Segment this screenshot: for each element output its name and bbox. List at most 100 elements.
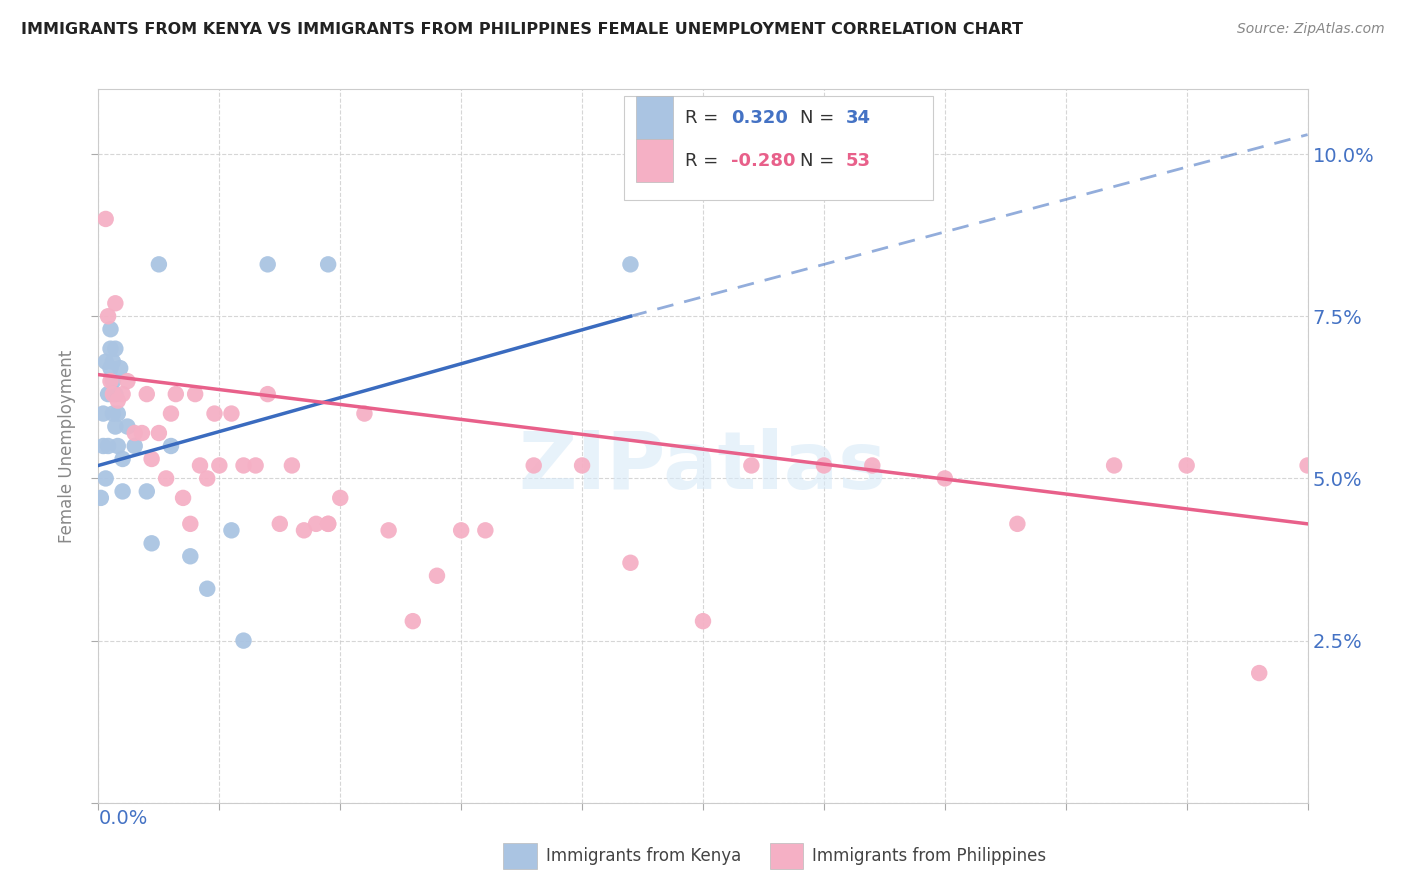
Point [571,458,593,473]
Point [165,387,187,401]
Point [117,374,139,388]
Text: Immigrants from Kenya: Immigrants from Kenya [546,847,741,865]
Point [124,439,146,453]
Point [111,452,134,467]
Point [94,211,117,226]
Point [813,458,835,473]
Point [474,524,496,538]
Point [195,582,218,596]
Point [1007,516,1029,531]
Point [523,458,546,473]
Point [256,387,278,401]
Point [281,458,304,473]
Point [1249,666,1271,681]
Point [100,322,122,336]
Point [1296,458,1319,473]
Point [450,524,472,538]
Point [97,387,120,401]
Point [101,407,124,421]
Y-axis label: Female Unemployment: Female Unemployment [58,350,76,542]
Point [141,536,163,550]
Text: Source: ZipAtlas.com: Source: ZipAtlas.com [1237,22,1385,37]
Text: 0.0%: 0.0% [98,808,148,828]
Point [232,633,254,648]
Point [124,425,146,440]
Point [94,354,117,368]
Point [1102,458,1125,473]
Point [101,387,124,401]
Point [1175,458,1198,473]
Point [100,374,122,388]
Point [94,471,117,485]
Point [740,458,762,473]
Point [160,439,183,453]
Text: N =: N = [800,152,839,169]
Point [179,549,201,564]
Point [111,484,134,499]
Point [135,484,157,499]
Bar [637,96,673,139]
Point [353,407,375,421]
Point [108,361,131,376]
Point [256,257,278,271]
Point [316,257,339,271]
Point [221,407,243,421]
Text: IMMIGRANTS FROM KENYA VS IMMIGRANTS FROM PHILIPPINES FEMALE UNEMPLOYMENT CORRELA: IMMIGRANTS FROM KENYA VS IMMIGRANTS FROM… [21,22,1024,37]
Point [101,354,124,368]
Point [135,387,157,401]
Point [111,387,134,401]
Point [208,458,231,473]
Point [305,516,328,531]
Point [329,491,352,505]
Point [269,516,291,531]
Point [172,491,194,505]
Point [402,614,425,628]
Point [619,257,641,271]
Point [221,524,243,538]
Point [101,374,124,388]
Text: -0.280: -0.280 [731,152,796,169]
Point [107,439,129,453]
Bar [503,844,537,869]
Point [148,257,170,271]
Point [692,614,714,628]
Text: Immigrants from Philippines: Immigrants from Philippines [811,847,1046,865]
Point [107,393,129,408]
Point [90,491,112,505]
Bar [769,844,803,869]
Point [934,471,956,485]
Point [97,439,120,453]
Point [131,425,153,440]
Point [155,471,177,485]
Text: 53: 53 [845,152,870,169]
Point [104,296,127,310]
Text: 34: 34 [845,109,870,127]
Point [107,407,129,421]
Point [292,524,315,538]
Point [204,407,226,421]
Point [860,458,883,473]
Point [184,387,207,401]
Text: 0.320: 0.320 [731,109,787,127]
Point [179,516,201,531]
Point [104,419,127,434]
Text: N =: N = [800,109,839,127]
Point [148,425,170,440]
Point [100,342,122,356]
Point [232,458,254,473]
Bar [637,139,673,182]
Point [160,407,183,421]
Point [117,419,139,434]
Point [316,516,339,531]
Point [245,458,267,473]
Point [316,516,339,531]
Point [377,524,399,538]
Point [141,452,163,467]
Point [91,439,114,453]
Point [619,556,641,570]
Text: R =: R = [685,152,724,169]
Point [195,471,218,485]
Point [426,568,449,582]
Text: R =: R = [685,109,724,127]
Bar [624,96,932,200]
